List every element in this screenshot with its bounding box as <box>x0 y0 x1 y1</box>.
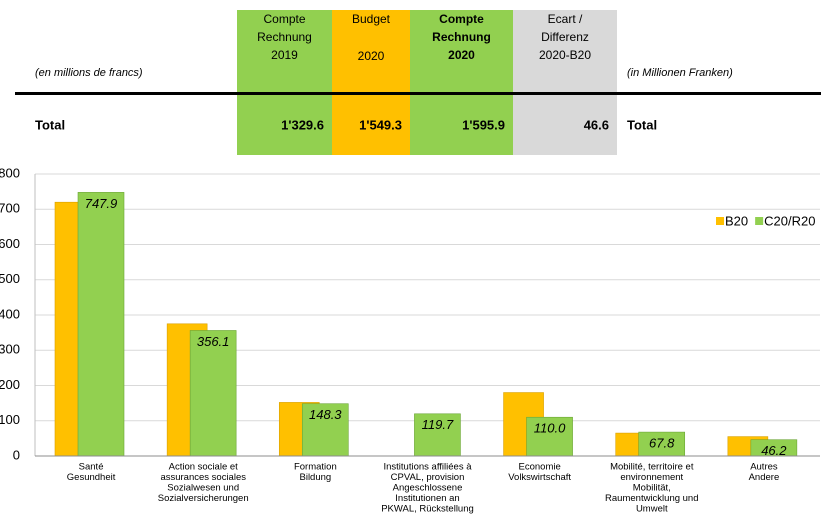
y-tick-label: 500 <box>0 271 20 286</box>
legend-label: B20 <box>725 213 748 228</box>
y-tick-label: 200 <box>0 377 20 392</box>
x-tick-label: PKWAL, Rückstellung <box>381 504 474 515</box>
legend-label: C20/R20 <box>764 213 815 228</box>
column-header: Rechnung <box>257 30 312 44</box>
x-tick-label: Sozialwesen und <box>167 483 239 494</box>
x-tick-label: Mobilité, territoire et <box>610 462 694 473</box>
column-bg <box>332 10 410 155</box>
x-tick-label: Umwelt <box>636 504 668 515</box>
data-label: 148.3 <box>309 407 342 422</box>
total-value: 1'549.3 <box>359 117 402 132</box>
column-bg <box>513 10 617 155</box>
legend-swatch <box>755 217 764 225</box>
bar <box>189 330 237 457</box>
data-label: 356.1 <box>197 334 230 349</box>
total-value: 1'329.6 <box>281 117 324 132</box>
column-header: 2020 <box>448 48 475 62</box>
bar <box>526 416 573 457</box>
x-tick-label: Institutionen an <box>395 493 459 504</box>
x-tick-label: Santé <box>79 462 104 473</box>
x-tick-label: Gesundheit <box>67 472 116 483</box>
note-left: (en millions de francs) <box>35 67 143 79</box>
x-tick-label: Institutions affiliées à <box>383 462 472 473</box>
bar <box>77 192 125 457</box>
x-tick-label: Economie <box>519 462 561 473</box>
data-label: 747.9 <box>85 196 118 211</box>
x-tick-label: assurances sociales <box>160 472 246 483</box>
x-tick-label: Autres <box>750 462 778 473</box>
column-bg <box>237 10 332 155</box>
row-label: Total <box>627 117 657 132</box>
y-tick-label: 800 <box>0 165 20 180</box>
total-value: 1'595.9 <box>462 117 505 132</box>
y-tick-label: 600 <box>0 236 20 251</box>
row-label: Total <box>35 117 65 132</box>
x-tick-label: environnement <box>620 472 683 483</box>
column-header: Budget <box>352 12 391 26</box>
bar <box>301 403 349 457</box>
x-tick-label: CPVAL, provision <box>391 472 465 483</box>
data-label: 46.2 <box>761 443 787 458</box>
x-tick-label: Formation <box>294 462 337 473</box>
y-tick-label: 100 <box>0 412 20 427</box>
data-label: 119.7 <box>422 417 454 432</box>
note-right: (in Millionen Franken) <box>627 67 733 79</box>
x-tick-label: Volkswirtschaft <box>508 472 571 483</box>
row-separator <box>15 92 821 95</box>
y-tick-label: 700 <box>0 201 20 216</box>
column-header: Compte <box>263 12 305 26</box>
column-header: 2019 <box>271 48 298 62</box>
column-header: 2020-B20 <box>539 48 591 62</box>
y-tick-label: 400 <box>0 306 20 321</box>
x-tick-label: Mobilität, <box>633 483 671 494</box>
y-tick-label: 0 <box>13 447 20 462</box>
x-tick-label: Sozialversicherungen <box>158 493 249 504</box>
column-header: Differenz <box>541 30 589 44</box>
legend-swatch <box>716 217 724 225</box>
column-header: Compte <box>439 12 484 26</box>
column-bg <box>410 10 513 155</box>
x-tick-label: Angeschlossene <box>393 483 463 494</box>
data-label: 110.0 <box>534 421 566 436</box>
column-header: Ecart / <box>548 12 583 26</box>
x-tick-label: Bildung <box>300 472 332 483</box>
x-tick-label: Andere <box>749 472 780 483</box>
x-tick-label: Raumentwicklung und <box>605 493 698 504</box>
y-tick-label: 300 <box>0 342 20 357</box>
total-value: 46.6 <box>584 117 609 132</box>
column-header: Rechnung <box>432 30 491 44</box>
data-label: 67.8 <box>649 436 675 451</box>
bar <box>414 413 461 457</box>
x-tick-label: Action sociale et <box>169 462 239 473</box>
column-header: 2020 <box>358 49 385 63</box>
